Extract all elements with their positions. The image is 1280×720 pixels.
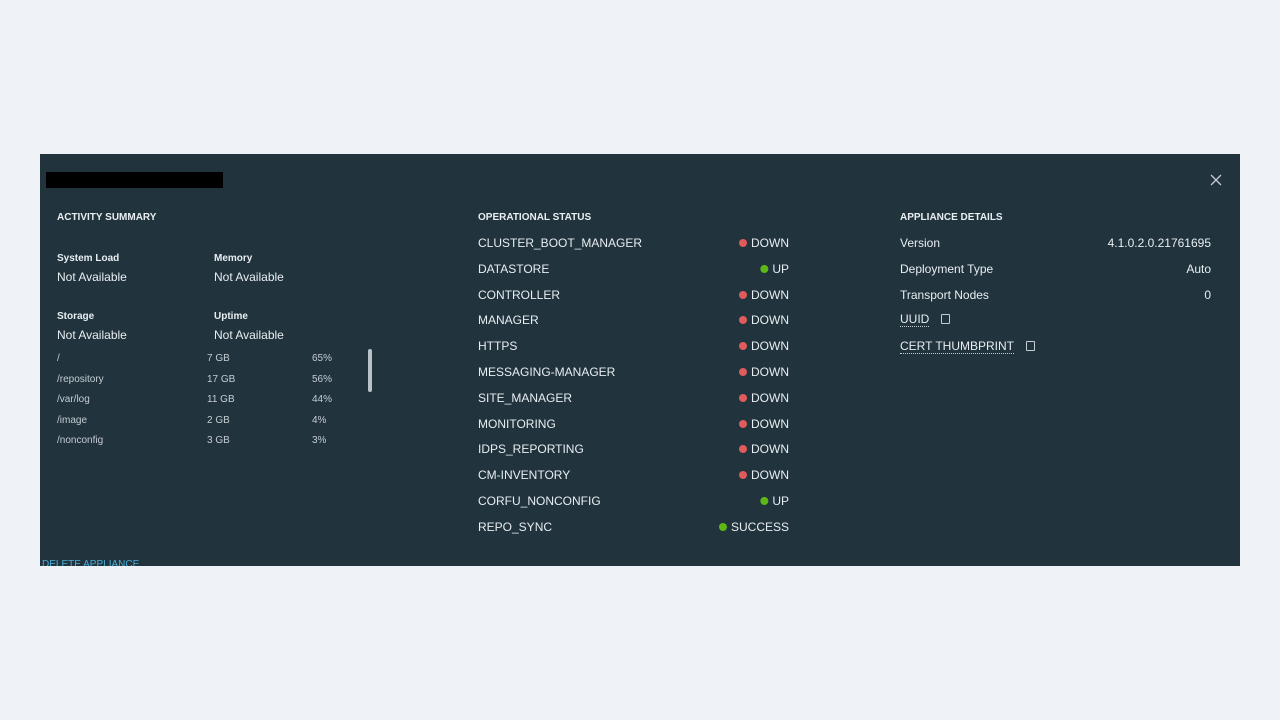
- status-text: DOWN: [751, 313, 789, 328]
- service-status: DOWN: [739, 391, 789, 405]
- storage-cell: 3%: [312, 435, 327, 447]
- service-status: DOWN: [739, 339, 789, 353]
- service-name: IDPS_REPORTING: [478, 442, 584, 457]
- delete-link[interactable]: DELETE APPLIANCE: [42, 559, 140, 566]
- status-text: UP: [772, 261, 789, 276]
- storage-cell: 17 GB: [207, 373, 236, 385]
- service-status: DOWN: [739, 442, 789, 456]
- stat-value: Not Available: [214, 328, 284, 342]
- status-text: DOWN: [751, 287, 789, 302]
- service-status: DOWN: [739, 313, 789, 327]
- storage-cell: /nonconfig: [57, 435, 104, 447]
- status-text: DOWN: [751, 236, 789, 250]
- status-text: DOWN: [751, 468, 789, 483]
- copy-icon[interactable]: [1026, 341, 1035, 351]
- storage-cell: 44%: [312, 394, 333, 406]
- copy-icon[interactable]: [941, 314, 950, 324]
- stat-value: Not Available: [214, 270, 284, 284]
- service-status: DOWN: [739, 365, 789, 379]
- service-status: UP: [760, 494, 789, 508]
- redacted-title: [46, 172, 223, 188]
- storage-cell: 4%: [312, 414, 327, 426]
- storage-cell: /image: [57, 414, 88, 426]
- status-dot: [739, 290, 747, 299]
- storage-cell: 65%: [312, 353, 333, 364]
- status-text: DOWN: [751, 416, 789, 431]
- detail-link[interactable]: CERT THUMBPRINT: [900, 339, 1015, 354]
- status-dot: [739, 316, 747, 325]
- service-status: DOWN: [739, 417, 789, 431]
- service-name: CONTROLLER: [478, 287, 561, 302]
- detail-label: Version: [900, 236, 941, 250]
- status-dot: [739, 445, 747, 454]
- service-name: SITE_MANAGER: [478, 390, 573, 405]
- detail-value: 4.1.0.2.0.21761695: [1107, 236, 1211, 250]
- section-title: ACTIVITY SUMMARY: [57, 212, 157, 223]
- status-dot: [739, 471, 747, 480]
- service-status: SUCCESS: [718, 519, 789, 534]
- service-status: UP: [760, 262, 789, 276]
- detail-label: Transport Nodes: [900, 287, 989, 302]
- service-name: CM-INVENTORY: [478, 468, 571, 483]
- section-title: OPERATIONAL STATUS: [478, 212, 592, 223]
- service-name: CLUSTER_BOOT_MANAGER: [478, 236, 643, 250]
- scrollbar[interactable]: [368, 349, 372, 392]
- status-dot: [739, 393, 747, 402]
- stat-value: Not Available: [57, 270, 127, 284]
- service-status: DOWN: [739, 468, 789, 482]
- service-name: HTTPS: [478, 339, 518, 354]
- stat-label: System Load: [57, 253, 120, 264]
- status-dot: [760, 264, 769, 273]
- service-name: DATASTORE: [478, 261, 550, 276]
- stat-label: Uptime: [214, 311, 248, 322]
- storage-cell: /: [57, 353, 60, 364]
- service-name: CORFU_NONCONFIG: [478, 494, 601, 508]
- detail-label: Deployment Type: [900, 261, 994, 276]
- status-dot: [739, 239, 747, 247]
- storage-cell: 3 GB: [207, 435, 230, 447]
- status-dot: [739, 342, 747, 351]
- detail-link[interactable]: UUID: [900, 312, 930, 327]
- status-text: DOWN: [751, 365, 789, 379]
- storage-cell: 11 GB: [207, 394, 235, 406]
- storage-cell: /var/log: [57, 394, 90, 406]
- stat-label: Memory: [214, 253, 253, 264]
- status-text: DOWN: [751, 442, 789, 457]
- detail-value: Auto: [1186, 261, 1211, 276]
- storage-cell: /repository: [57, 373, 104, 385]
- status-dot: [718, 522, 727, 531]
- storage-cell: 7 GB: [207, 353, 230, 364]
- storage-cell: 56%: [312, 373, 333, 385]
- appliance-panel: ACTIVITY SUMMARY OPERATIONAL STATUS APPL…: [40, 154, 1240, 566]
- service-name: MONITORING: [478, 416, 556, 431]
- service-name: REPO_SYNC: [478, 519, 553, 534]
- stat-label: Storage: [57, 311, 95, 322]
- close-button[interactable]: [1210, 174, 1222, 186]
- status-text: SUCCESS: [730, 519, 789, 534]
- service-name: MANAGER: [478, 313, 539, 328]
- detail-value: 0: [1204, 287, 1211, 302]
- status-text: DOWN: [751, 339, 789, 354]
- section-title: APPLIANCE DETAILS: [900, 212, 1003, 223]
- service-status: DOWN: [739, 236, 789, 250]
- status-text: UP: [772, 494, 789, 508]
- stat-value: Not Available: [57, 328, 127, 342]
- service-status: DOWN: [739, 288, 789, 302]
- status-dot: [739, 368, 747, 376]
- storage-cell: 2 GB: [207, 414, 230, 426]
- status-dot: [739, 419, 747, 428]
- status-text: DOWN: [751, 390, 789, 405]
- status-dot: [760, 497, 769, 505]
- service-name: MESSAGING-MANAGER: [478, 365, 616, 379]
